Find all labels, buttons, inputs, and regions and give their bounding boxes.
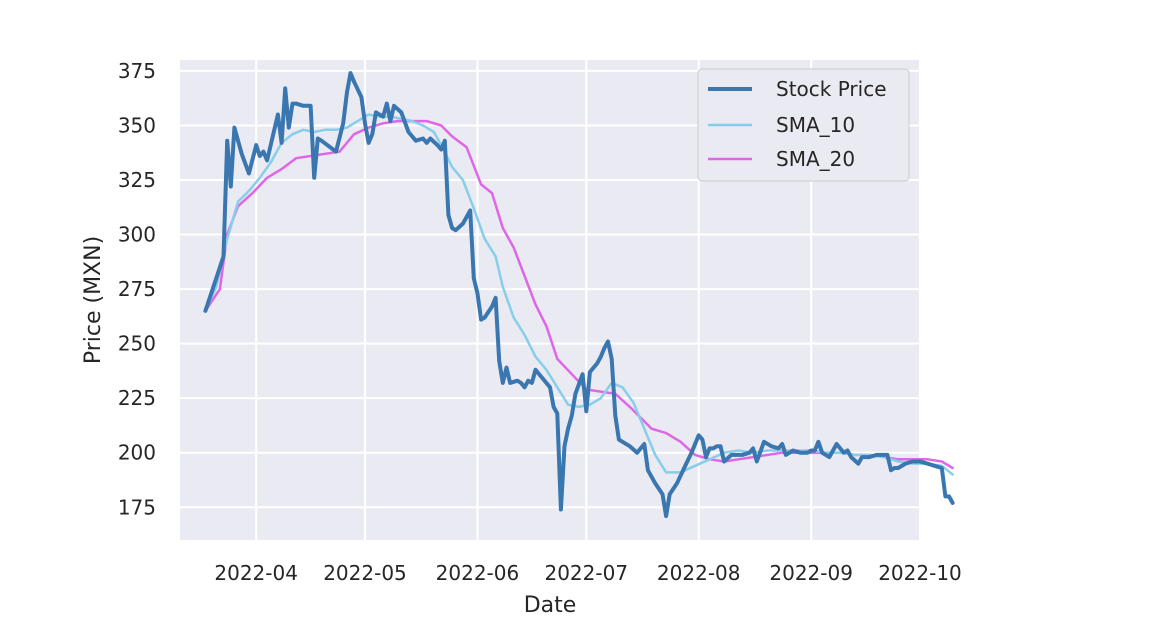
x-tick-label: 2022-08 <box>657 561 741 585</box>
x-tick-label: 2022-05 <box>323 561 407 585</box>
y-tick-label: 200 <box>118 441 156 465</box>
x-axis-label: Date <box>524 593 577 618</box>
y-tick-label: 375 <box>118 59 156 83</box>
y-tick-labels: 175 200 225 250 275 300 325 350 375 <box>118 59 156 519</box>
legend: Stock Price SMA_10 SMA_20 <box>697 68 910 182</box>
legend-box <box>697 68 910 182</box>
x-tick-labels: 2022-04 2022-05 2022-06 2022-07 2022-08 2022-… <box>214 561 961 585</box>
x-tick-label: 2022-04 <box>214 561 298 585</box>
legend-label-sma-10: SMA_10 <box>776 113 855 137</box>
x-tick-label: 2022-06 <box>436 561 520 585</box>
y-tick-label: 250 <box>118 332 156 356</box>
y-tick-label: 275 <box>118 277 156 301</box>
series-line-stock-price <box>203 71 955 518</box>
y-tick-label: 325 <box>118 168 156 192</box>
legend-label-sma-20: SMA_20 <box>776 147 855 171</box>
x-tick-label: 2022-07 <box>544 561 628 585</box>
x-tick-label: 2022-10 <box>878 561 962 585</box>
y-tick-label: 225 <box>118 386 156 410</box>
legend-label-stock-price: Stock Price <box>776 77 887 101</box>
y-tick-label: 175 <box>118 495 156 519</box>
y-tick-label: 350 <box>118 113 156 137</box>
y-tick-label: 300 <box>118 223 156 247</box>
series-line-sma-10 <box>204 113 954 476</box>
y-axis-label: Price (MXN) <box>81 236 106 364</box>
series-layer <box>203 71 955 518</box>
x-tick-label: 2022-09 <box>769 561 853 585</box>
